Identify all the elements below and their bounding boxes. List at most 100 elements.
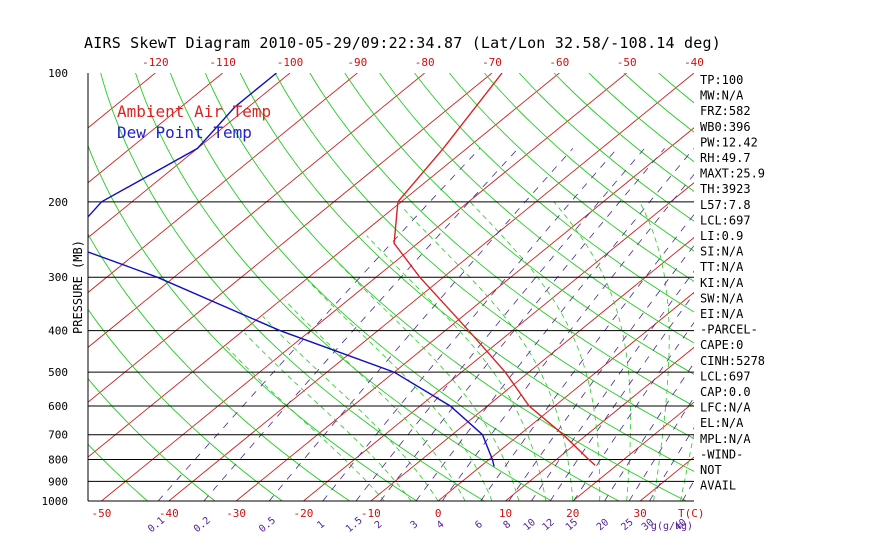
pressure-tick-label: 800 [48, 454, 68, 467]
temp-unit-label: T(C) [678, 507, 705, 520]
dry-adiabat-line [100, 73, 485, 501]
dry-adiabat-line [553, 73, 694, 192]
mixing-ratio-unit-label: g(g/kg) [651, 521, 693, 532]
bottom-temp-tick-label: -10 [361, 507, 381, 520]
index-value: NOT [700, 463, 722, 477]
index-value: -WIND- [700, 447, 743, 461]
mixing-ratio-line [355, 148, 645, 501]
dry-adiabat-line [88, 144, 418, 501]
isotherm-line [505, 346, 694, 501]
mixing-ratio-line [441, 173, 694, 501]
dry-adiabat-line [135, 73, 552, 501]
moist-adiabat-line [244, 332, 412, 501]
mixing-ratio-line [415, 148, 694, 501]
isotherm-line [88, 73, 223, 184]
moist-adiabat-line [553, 201, 631, 501]
mixing-ratio-line [549, 292, 694, 501]
mixing-ratio-label: 2 [373, 519, 385, 531]
mixing-ratio-label: 3 [409, 519, 421, 531]
mixing-ratio-line [573, 321, 694, 501]
mixing-ratio-line [604, 362, 694, 501]
isotherm-line [168, 73, 694, 501]
dry-adiabat-line [833, 73, 870, 501]
bottom-temp-tick-label: 10 [499, 507, 512, 520]
index-value: CINH:5278 [700, 354, 765, 368]
y-axis-label: PRESSURE (MB) [71, 240, 85, 334]
mixing-ratio-line [379, 148, 665, 501]
dry-adiabat-line [763, 73, 870, 501]
moist-adiabat-line [225, 346, 385, 501]
index-value: CAP:0.0 [700, 385, 751, 399]
mixing-ratio-label: 12 [540, 517, 556, 533]
top-temp-tick-label: -50 [617, 56, 637, 69]
dry-adiabat-line [169, 73, 620, 501]
bottom-temp-tick-label: -30 [226, 507, 246, 520]
mixing-ratio-line [649, 427, 694, 501]
index-value: WB0:396 [700, 120, 751, 134]
index-value: CAPE:0 [700, 338, 743, 352]
moist-adiabat-line [401, 206, 574, 501]
mixing-ratio-label: 1 [315, 519, 327, 531]
isotherm-line [88, 73, 560, 458]
pressure-tick-label: 900 [48, 475, 68, 488]
bottom-temp-tick-label: 0 [435, 507, 442, 520]
index-value: TT:N/A [700, 260, 744, 274]
index-value: MPL:N/A [700, 432, 751, 446]
bottom-temp-tick-label: -40 [159, 507, 179, 520]
index-value: AVAIL [700, 479, 736, 493]
dry-adiabat-line [274, 73, 694, 439]
moist-adiabat-line [262, 315, 439, 501]
mixing-ratio-line [268, 148, 574, 501]
index-value: MAXT:25.9 [700, 167, 765, 181]
isotherm-line [0, 73, 21, 501]
legend-entry: Dew Point Temp [117, 123, 252, 142]
index-value: KI:N/A [700, 276, 744, 290]
mixing-ratio-label: 20 [595, 517, 611, 533]
mixing-ratio-label: 0.2 [192, 515, 213, 535]
dry-adiabat-line [449, 73, 694, 282]
index-value: L57:7.8 [700, 198, 751, 212]
index-value: LFC:N/A [700, 401, 751, 415]
dry-adiabat-line [518, 73, 694, 222]
moist-adiabat-line [284, 300, 466, 501]
temperature-profile-line [393, 73, 596, 466]
bottom-temp-tick-label: 30 [634, 507, 647, 520]
isotherm-line [88, 73, 425, 348]
dry-adiabat-line [588, 73, 694, 163]
moist-adiabat-line [333, 257, 520, 501]
moist-adiabat-line [366, 235, 547, 501]
legend-entry: Ambient Air Temp [117, 102, 271, 121]
pressure-tick-label: 600 [48, 400, 68, 413]
top-temp-tick-label: -110 [209, 56, 236, 69]
bottom-temp-tick-label: 20 [566, 507, 579, 520]
dewpoint-profile-line [88, 73, 495, 467]
top-temp-tick-label: -120 [142, 56, 169, 69]
dry-adiabat-line [88, 308, 283, 501]
top-temp-tick-label: -40 [684, 56, 704, 69]
index-value: LCL:697 [700, 213, 751, 227]
index-value: SW:N/A [700, 291, 744, 305]
mixing-ratio-line [508, 244, 694, 501]
bottom-temp-tick-label: -20 [294, 507, 314, 520]
mixing-ratio-line [480, 213, 694, 501]
isotherm-line [88, 73, 291, 239]
index-value: SI:N/A [700, 245, 744, 259]
dry-adiabat-line [88, 377, 216, 501]
pressure-tick-label: 100 [48, 67, 68, 80]
dry-adiabat-line [239, 73, 694, 472]
isotherm-line [572, 401, 694, 501]
chart-title: AIRS SkewT Diagram 2010-05-29/09:22:34.8… [84, 34, 721, 52]
pressure-tick-label: 400 [48, 325, 68, 338]
moist-adiabat-line [680, 431, 694, 501]
mixing-ratio-line [322, 148, 618, 501]
mixing-ratio-label: 4 [435, 519, 447, 531]
index-value: TP:100 [700, 73, 743, 87]
dry-adiabat-line [88, 233, 350, 501]
index-value: PW:12.42 [700, 135, 758, 149]
isotherm-line [303, 182, 694, 501]
bottom-temp-tick-label: -50 [92, 507, 112, 520]
index-value: -PARCEL- [700, 323, 758, 337]
pressure-tick-label: 700 [48, 429, 68, 442]
dry-adiabat-line [344, 73, 694, 375]
index-value: FRZ:582 [700, 104, 751, 118]
